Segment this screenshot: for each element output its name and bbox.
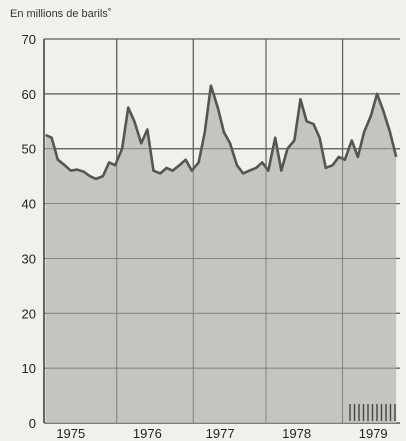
y-tick-label: 50 — [22, 142, 36, 157]
y-tick-label: 30 — [22, 251, 36, 266]
y-tick-label: 70 — [22, 32, 36, 47]
x-tick-labels: 1975 1976 1977 1978 1979 — [56, 426, 387, 441]
x-tick-label: 1979 — [359, 426, 388, 441]
y-tick-label: 0 — [29, 416, 36, 431]
x-tick-label: 1975 — [56, 426, 85, 441]
y-tick-label: 20 — [22, 306, 36, 321]
y-tick-label: 40 — [22, 197, 36, 212]
y-tick-labels: 0 10 20 30 40 50 60 70 — [22, 32, 36, 431]
x-tick-label: 1977 — [206, 426, 235, 441]
x-tick-label: 1978 — [282, 426, 311, 441]
x-tick-label: 1976 — [133, 426, 162, 441]
y-tick-label: 10 — [22, 361, 36, 376]
area-fill — [46, 86, 397, 423]
area-layer — [44, 39, 400, 423]
y-tick-label: 60 — [22, 87, 36, 102]
